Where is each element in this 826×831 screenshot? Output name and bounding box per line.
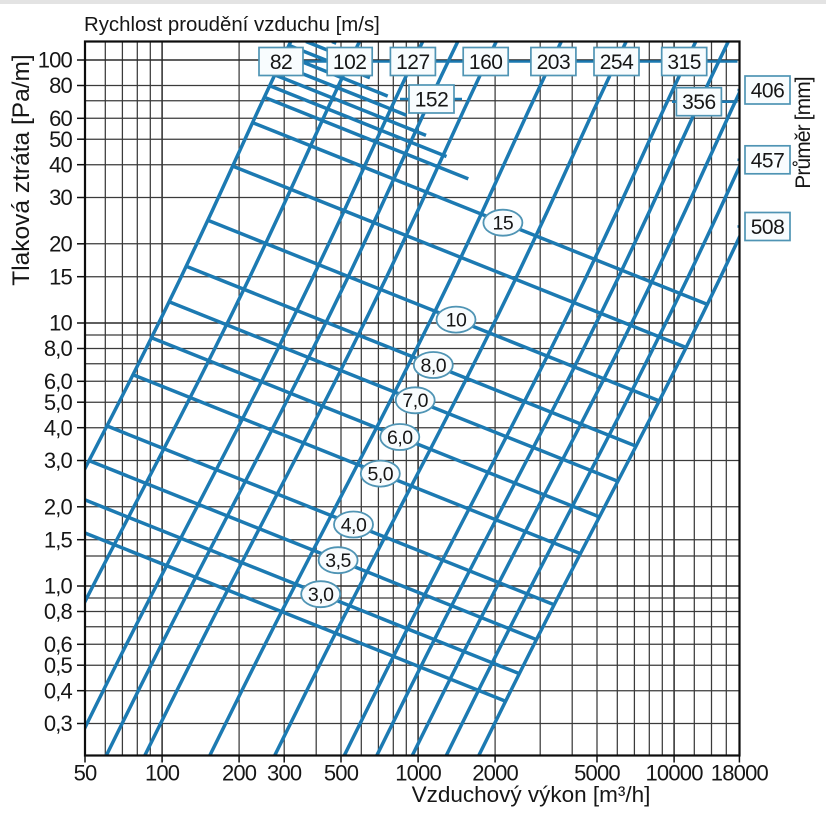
svg-text:82: 82 [270,51,292,74]
svg-text:4,0: 4,0 [341,514,367,536]
svg-text:200: 200 [222,761,257,786]
svg-text:Vzduchový výkon [m³/h]: Vzduchový výkon [m³/h] [412,782,651,807]
svg-text:508: 508 [751,216,785,239]
svg-text:Tlaková ztráta [Pa/m]: Tlaková ztráta [Pa/m] [8,54,35,285]
svg-text:7,0: 7,0 [402,390,428,412]
svg-text:1,5: 1,5 [44,527,73,552]
svg-text:50: 50 [74,761,97,786]
svg-text:300: 300 [267,761,302,786]
svg-text:10: 10 [446,309,467,331]
svg-text:40: 40 [49,152,72,177]
svg-text:1000: 1000 [395,761,441,786]
svg-text:500: 500 [324,761,359,786]
svg-text:152: 152 [415,89,449,112]
svg-text:2,0: 2,0 [44,495,73,520]
svg-text:102: 102 [333,51,367,74]
svg-text:2000: 2000 [472,761,518,786]
svg-text:15: 15 [49,264,72,289]
svg-text:30: 30 [49,185,72,210]
svg-text:160: 160 [469,51,503,74]
svg-text:356: 356 [682,91,716,114]
svg-text:10: 10 [49,311,72,336]
svg-text:5,0: 5,0 [367,463,393,485]
svg-text:100: 100 [38,48,73,73]
svg-text:60: 60 [49,106,72,131]
svg-text:406: 406 [751,80,785,103]
svg-text:5000: 5000 [574,761,620,786]
svg-text:10000: 10000 [646,761,704,786]
svg-text:6,0: 6,0 [44,369,73,394]
svg-text:20: 20 [49,232,72,257]
svg-text:15: 15 [493,213,514,235]
svg-text:Průměr [mm]: Průměr [mm] [792,77,815,189]
svg-text:6,0: 6,0 [387,427,413,449]
svg-text:4,0: 4,0 [44,415,73,440]
svg-text:457: 457 [751,149,785,172]
svg-text:18000: 18000 [711,761,769,786]
svg-text:3,0: 3,0 [44,448,73,473]
svg-text:315: 315 [667,51,701,74]
svg-text:5,0: 5,0 [44,390,73,415]
svg-text:254: 254 [600,51,634,74]
svg-text:3,5: 3,5 [325,550,351,572]
svg-text:0,6: 0,6 [44,632,73,657]
svg-text:127: 127 [396,51,430,74]
svg-text:80: 80 [49,73,72,98]
svg-text:0,3: 0,3 [44,711,73,736]
svg-text:8,0: 8,0 [420,355,446,377]
svg-text:0,5: 0,5 [44,653,73,678]
svg-text:50: 50 [49,127,72,152]
svg-text:0,4: 0,4 [44,678,73,703]
svg-text:3,0: 3,0 [308,584,334,606]
svg-text:0,8: 0,8 [44,599,73,624]
svg-text:100: 100 [145,761,180,786]
svg-text:Rychlost proudění vzduchu [m/s: Rychlost proudění vzduchu [m/s] [84,14,380,36]
svg-text:203: 203 [537,51,571,74]
svg-text:8,0: 8,0 [44,336,73,361]
svg-text:1,0: 1,0 [44,574,73,599]
